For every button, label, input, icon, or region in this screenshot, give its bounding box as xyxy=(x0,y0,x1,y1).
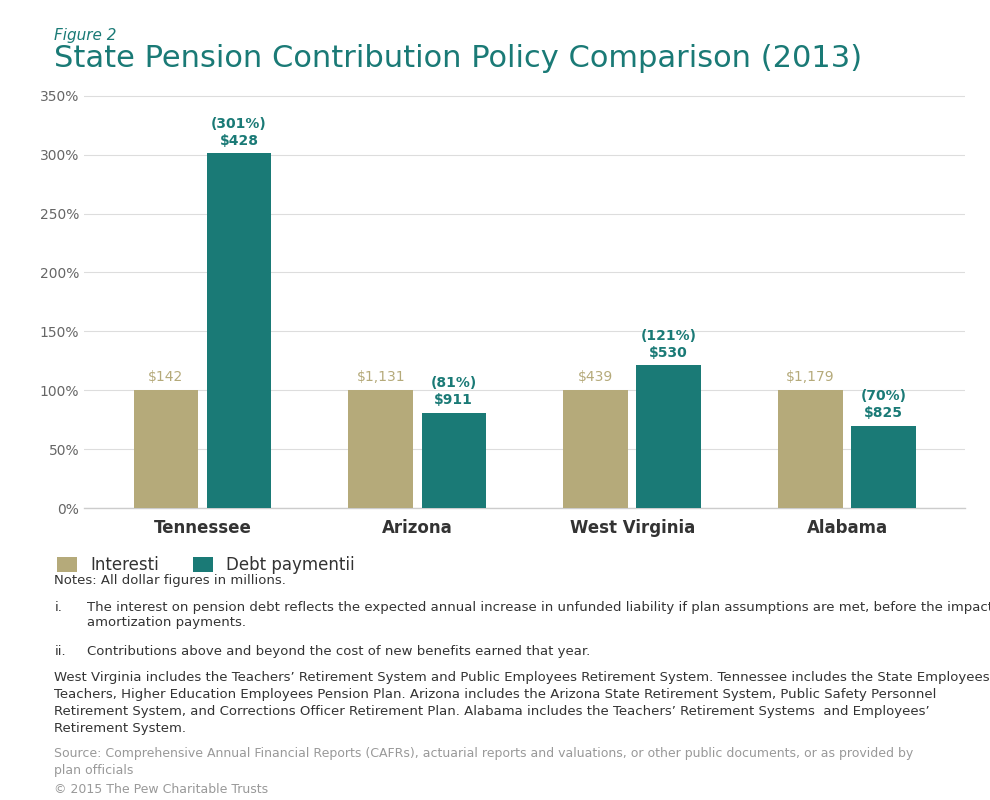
Text: Contributions above and beyond the cost of new benefits earned that year.: Contributions above and beyond the cost … xyxy=(87,645,590,658)
Bar xyxy=(422,413,486,508)
Legend: Interesti, Debt paymentii: Interesti, Debt paymentii xyxy=(57,556,354,574)
Text: $530: $530 xyxy=(649,346,688,360)
Text: The interest on pension debt reflects the expected annual increase in unfunded l: The interest on pension debt reflects th… xyxy=(87,601,990,629)
Text: $142: $142 xyxy=(148,370,183,384)
Text: $428: $428 xyxy=(220,134,258,147)
Text: $439: $439 xyxy=(578,370,613,384)
Text: $1,179: $1,179 xyxy=(786,370,835,384)
Bar xyxy=(851,426,916,508)
Text: ii.: ii. xyxy=(54,645,66,658)
Text: Source: Comprehensive Annual Financial Reports (CAFRs), actuarial reports and va: Source: Comprehensive Annual Financial R… xyxy=(54,747,914,778)
Text: $911: $911 xyxy=(435,393,473,406)
Text: State Pension Contribution Policy Comparison (2013): State Pension Contribution Policy Compar… xyxy=(54,44,862,73)
Text: i.: i. xyxy=(54,601,62,614)
Bar xyxy=(778,390,842,508)
Text: $825: $825 xyxy=(864,406,903,420)
Text: $1,131: $1,131 xyxy=(356,370,405,384)
Text: (70%): (70%) xyxy=(860,389,907,403)
Text: Figure 2: Figure 2 xyxy=(54,28,117,43)
Text: West Virginia includes the Teachers’ Retirement System and Public Employees Reti: West Virginia includes the Teachers’ Ret… xyxy=(54,671,990,735)
Bar xyxy=(563,390,628,508)
Bar xyxy=(348,390,413,508)
Bar xyxy=(637,366,701,508)
Text: (81%): (81%) xyxy=(431,376,477,390)
Text: (121%): (121%) xyxy=(641,329,697,343)
Bar xyxy=(134,390,198,508)
Text: Notes: All dollar figures in millions.: Notes: All dollar figures in millions. xyxy=(54,574,286,587)
Bar xyxy=(207,154,271,508)
Text: (301%): (301%) xyxy=(211,117,266,131)
Text: © 2015 The Pew Charitable Trusts: © 2015 The Pew Charitable Trusts xyxy=(54,783,268,796)
